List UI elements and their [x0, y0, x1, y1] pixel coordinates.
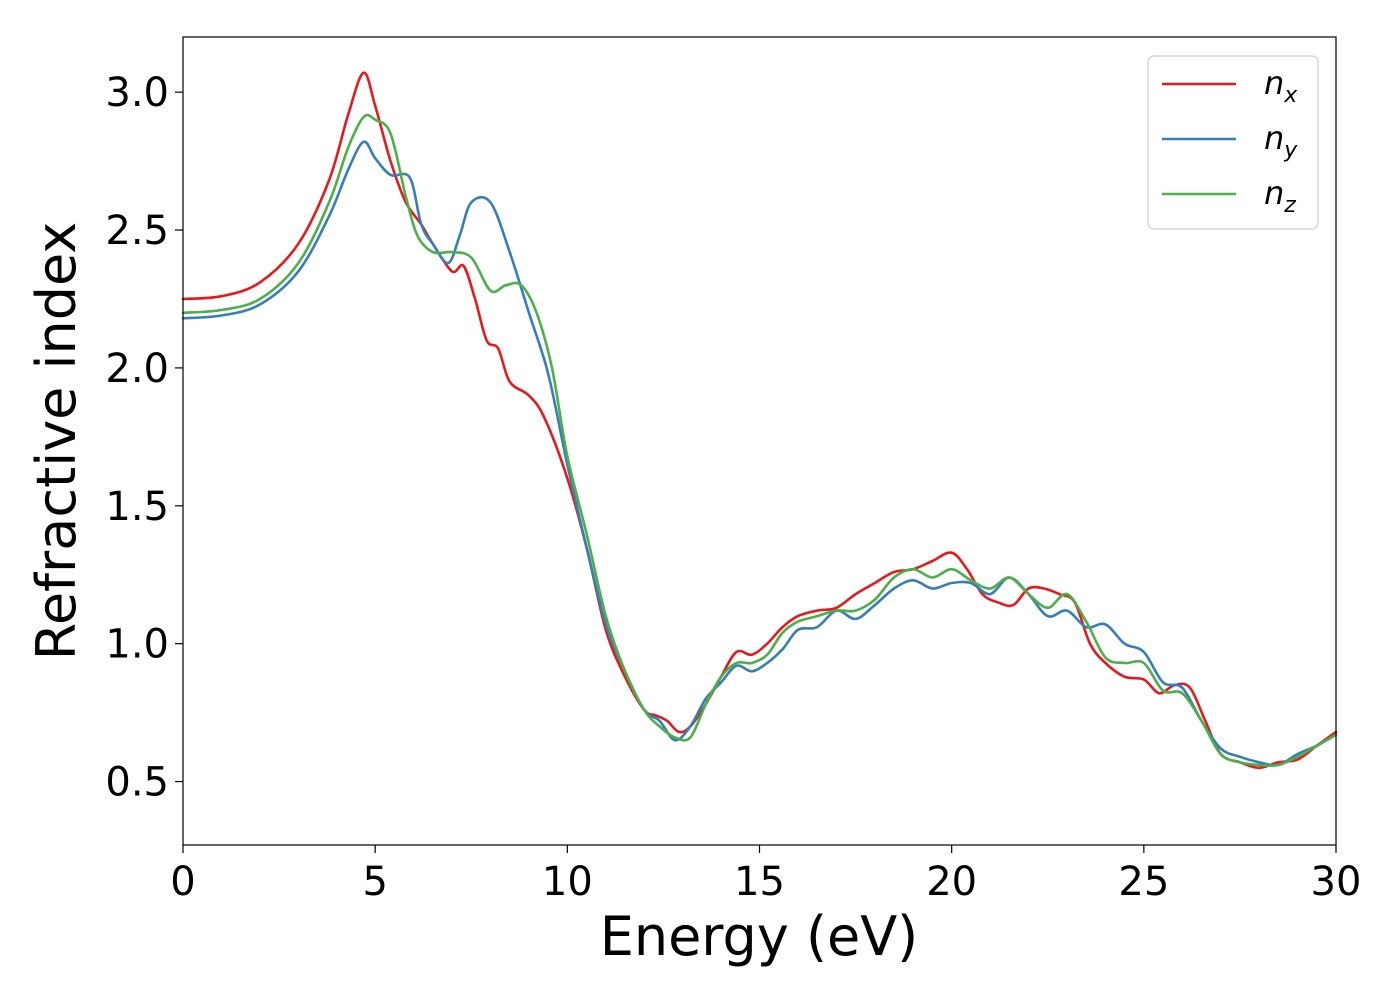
x-tick-label: 30	[1311, 859, 1362, 905]
legend-label-nx: nx	[1264, 64, 1298, 108]
x-tick-label: 0	[170, 859, 195, 905]
series-layer	[181, 71, 1338, 770]
legend-label-ny: ny	[1264, 119, 1298, 163]
legend: nx ny nz	[1147, 55, 1319, 230]
x-tick-label: 15	[734, 859, 785, 905]
y-tick-label: 2.5	[105, 208, 169, 254]
x-axis-title: Energy (eV)	[600, 905, 919, 968]
legend-label-nz: nz	[1264, 174, 1296, 218]
y-tick-label: 0.5	[105, 760, 169, 806]
y-tick-label: 2.0	[105, 346, 169, 392]
x-tick-label: 5	[362, 859, 387, 905]
x-tick-label: 20	[926, 859, 977, 905]
y-axis-title: Refractive index	[25, 222, 88, 661]
x-tick-label: 10	[542, 859, 593, 905]
x-tick-label: 25	[1118, 859, 1169, 905]
y-tick-label: 3.0	[105, 70, 169, 116]
y-tick-label: 1.5	[105, 484, 169, 530]
legend-entries: nx ny nz	[1162, 64, 1298, 218]
y-tick-label: 1.0	[105, 622, 169, 668]
series-line-nz	[181, 113, 1338, 768]
x-axis-ticks: 0 5 10 15 20 25 30	[170, 845, 1361, 905]
legend-box	[1147, 55, 1319, 230]
y-axis-ticks: 0.5 1.0 1.5 2.0 2.5 3.0	[105, 70, 183, 806]
series-line-ny	[181, 140, 1338, 767]
